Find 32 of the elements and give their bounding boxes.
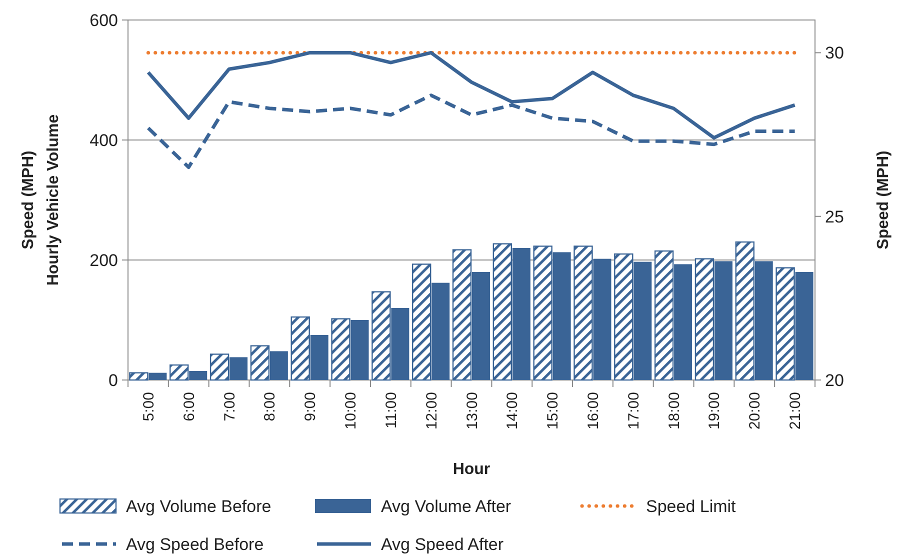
- x-tick-label: 8:00: [262, 392, 279, 422]
- y2-tick-label: 20: [825, 370, 844, 390]
- y2-axis-title: Speed (MPH): [875, 150, 892, 250]
- x-tick-label: 5:00: [140, 392, 158, 422]
- x-tick-label: 10:00: [342, 392, 360, 430]
- legend-label: Speed Limit: [646, 496, 736, 516]
- y-tick-label: 0: [108, 370, 118, 390]
- y-tick-label: 400: [90, 130, 118, 150]
- legend-label: Avg Speed Before: [126, 534, 264, 554]
- x-tick-label: 7:00: [221, 392, 238, 422]
- legend-label: Avg Volume After: [381, 496, 512, 516]
- y-tick-label: 600: [90, 10, 118, 30]
- y-tick-label: 200: [90, 250, 118, 270]
- x-tick-label: 13:00: [464, 392, 481, 430]
- legend-label: Avg Volume Before: [126, 496, 272, 516]
- y2-tick-label: 30: [825, 44, 844, 63]
- x-tick-label: 18:00: [666, 392, 683, 430]
- x-tick-label: 19:00: [706, 392, 724, 430]
- x-tick-label: 6:00: [180, 392, 198, 422]
- x-tick-label: 21:00: [787, 392, 804, 430]
- y-axis-title: Speed (MPH) Hourly Vehicle Volume: [20, 114, 62, 286]
- x-tick-label: 20:00: [746, 392, 764, 430]
- x-tick-label: 16:00: [584, 392, 602, 430]
- x-tick-label: 14:00: [504, 392, 522, 430]
- x-axis-title: Hour: [452, 461, 490, 478]
- x-tick-label: 9:00: [302, 392, 320, 422]
- x-tick-label: 15:00: [544, 392, 562, 430]
- y2-tick-label: 25: [825, 207, 844, 226]
- x-tick-label: 12:00: [423, 392, 440, 430]
- x-tick-label: 11:00: [382, 392, 400, 428]
- legend-label: Avg Speed After: [381, 534, 504, 554]
- x-tick-label: 17:00: [625, 392, 642, 430]
